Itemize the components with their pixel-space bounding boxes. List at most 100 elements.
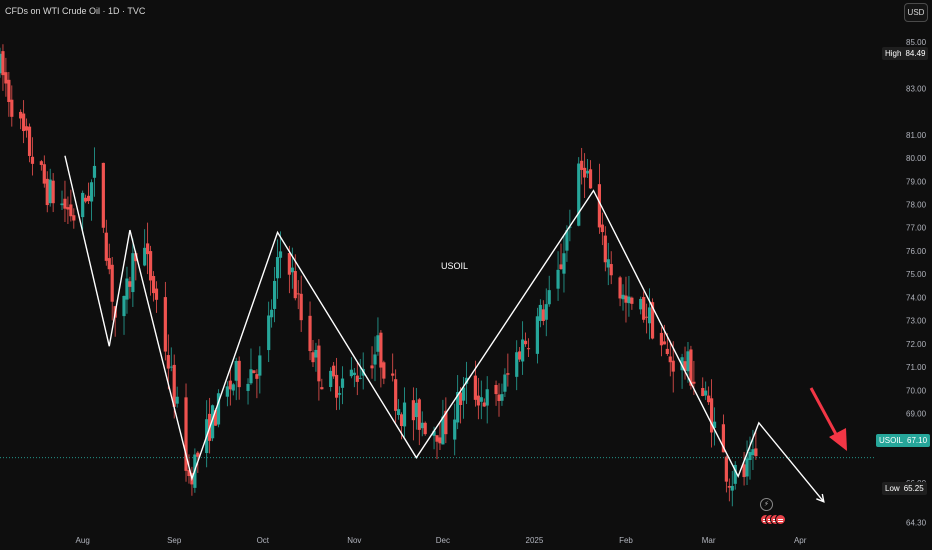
- candle-body: [308, 315, 312, 352]
- candle-body: [420, 422, 424, 429]
- candle-body: [671, 360, 675, 372]
- low-value: 65.25: [903, 484, 924, 493]
- candle-body: [335, 374, 339, 398]
- candle-body: [547, 290, 551, 305]
- candle-body: [724, 456, 728, 482]
- candle-body: [456, 392, 460, 423]
- candle-body: [122, 295, 126, 317]
- candle-body: [621, 294, 625, 300]
- candle-body: [373, 354, 377, 365]
- candle-body: [252, 370, 256, 374]
- x-tick-label: Aug: [76, 536, 90, 545]
- candle-body: [352, 372, 356, 375]
- candle-body: [172, 364, 176, 407]
- candle-body: [515, 352, 519, 377]
- candle-body: [337, 393, 342, 395]
- candle-body: [562, 253, 566, 274]
- candle-body: [258, 355, 262, 376]
- candle-body: [603, 235, 607, 263]
- candle-body: [196, 452, 200, 457]
- candle-body: [683, 361, 687, 371]
- candle-body: [748, 452, 752, 461]
- candle-body: [624, 295, 628, 303]
- candle-body: [51, 180, 55, 204]
- candle-body: [541, 309, 545, 322]
- candle-body: [89, 182, 94, 202]
- high-value: 84.49: [905, 49, 926, 58]
- y-tick-label: 76.00: [906, 247, 927, 256]
- currency-button[interactable]: USD: [904, 3, 928, 22]
- candle-body: [45, 178, 49, 206]
- candle-body: [391, 373, 395, 376]
- candle-body: [662, 341, 666, 345]
- candle-body: [556, 269, 560, 289]
- y-tick-label: 69.00: [906, 410, 927, 419]
- candle-body: [69, 204, 73, 217]
- y-tick-label: 74.00: [906, 293, 927, 302]
- candle-body: [659, 332, 664, 346]
- candle-body: [154, 288, 159, 300]
- candle-body: [411, 400, 415, 421]
- candle-body: [210, 405, 215, 439]
- candle-body: [370, 365, 374, 369]
- candle-body: [544, 304, 548, 320]
- x-axis: Aug Sep Oct Nov Dec 2025 Feb Mar Apr: [76, 536, 807, 545]
- candle-body: [712, 421, 717, 428]
- candle-body: [166, 355, 170, 369]
- candle-body: [27, 126, 32, 156]
- candle-body: [497, 394, 501, 401]
- candle-body: [730, 485, 734, 491]
- candle-body: [332, 365, 336, 377]
- candle-body: [494, 384, 498, 395]
- candle-body: [459, 392, 463, 405]
- candle-body: [438, 437, 442, 444]
- candle-body: [733, 464, 737, 484]
- x-tick-label: Feb: [619, 536, 633, 545]
- candle-body: [163, 297, 167, 352]
- x-tick-label: Dec: [436, 536, 450, 545]
- current-price-tag: USOIL 67.10: [876, 434, 931, 447]
- candle-body: [39, 161, 43, 165]
- y-tick-label: 64.30: [906, 519, 927, 528]
- zigzag-pattern-line: [64, 155, 825, 503]
- candle-body: [704, 390, 708, 396]
- candle-body: [184, 397, 188, 471]
- lightning-icon[interactable]: ⚡: [760, 498, 773, 511]
- candle-body: [267, 315, 271, 351]
- current-value: 67.10: [907, 436, 928, 445]
- candle-body: [565, 230, 569, 251]
- candle-body: [588, 169, 593, 189]
- candle-body: [148, 251, 153, 281]
- candle-body: [19, 111, 23, 119]
- candle-body: [72, 215, 76, 221]
- candle-body: [668, 356, 672, 363]
- candle-body: [128, 281, 132, 287]
- candle-body: [518, 351, 522, 360]
- event-icon[interactable]: [775, 514, 786, 525]
- y-axis: 85.00 83.00 81.00 80.00 79.00 78.00 77.00 76.00…: [906, 38, 927, 528]
- candle-body: [273, 280, 277, 309]
- candle-body: [432, 430, 436, 436]
- candle-body: [414, 402, 418, 418]
- candle-body: [435, 435, 439, 442]
- candle-body: [686, 351, 690, 372]
- candle-body: [580, 160, 584, 170]
- candle-body: [742, 464, 746, 478]
- candle-body: [526, 348, 531, 350]
- candle-body: [296, 293, 300, 295]
- candle-body: [721, 424, 726, 453]
- candle-body: [275, 257, 280, 279]
- candle-body: [701, 388, 705, 396]
- candle-body: [444, 410, 448, 435]
- high-label: High: [885, 49, 902, 58]
- y-tick-label: 85.00: [906, 38, 927, 47]
- candle-body: [473, 375, 477, 400]
- candle-body: [642, 297, 646, 320]
- candle-body: [0, 53, 2, 74]
- candle-body: [104, 232, 108, 261]
- candle-body: [143, 247, 147, 266]
- economic-events-icons[interactable]: [760, 514, 786, 526]
- y-tick-label: 81.00: [906, 131, 927, 140]
- candle-body: [476, 395, 480, 406]
